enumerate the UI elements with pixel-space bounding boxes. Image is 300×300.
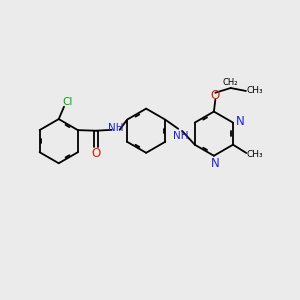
Text: NH: NH	[172, 130, 188, 141]
Text: CH₂: CH₂	[222, 78, 238, 87]
Text: O: O	[211, 89, 220, 102]
Text: N: N	[211, 157, 220, 169]
Text: O: O	[92, 147, 101, 160]
Text: CH₃: CH₃	[247, 86, 263, 95]
Text: Cl: Cl	[63, 97, 73, 107]
Text: N: N	[236, 115, 245, 128]
Text: NH: NH	[108, 123, 124, 133]
Text: CH₃: CH₃	[246, 150, 263, 159]
